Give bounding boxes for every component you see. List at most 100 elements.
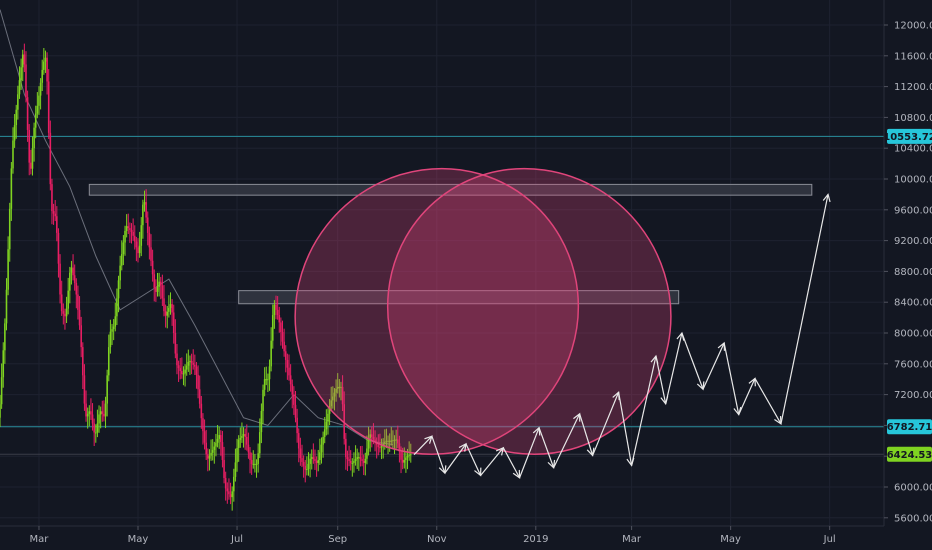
candle-body [226, 488, 229, 492]
candle-body [69, 272, 71, 291]
candle-body [250, 460, 253, 464]
candle-body [349, 461, 352, 463]
candle-body [296, 417, 298, 434]
candle-body [403, 460, 406, 463]
candle-body [358, 457, 360, 459]
candle-body [255, 463, 258, 465]
price-tick-label: 9600.00 [894, 205, 932, 216]
candle-body [304, 465, 307, 470]
candle-body [25, 64, 27, 98]
price-series [0, 43, 412, 511]
candle-body [301, 458, 303, 462]
price-tick-label: 7200.00 [894, 390, 932, 401]
candle-body [62, 311, 65, 314]
candle-body [187, 361, 190, 366]
candle-body [271, 315, 274, 341]
candle-body [0, 377, 3, 405]
projection-segment [465, 443, 482, 476]
candle-body [356, 457, 358, 460]
candle-body [127, 226, 130, 229]
candle-body [310, 457, 313, 459]
candle-body [148, 232, 151, 248]
candle-body [353, 461, 355, 463]
time-tick-label: Jul [230, 534, 243, 545]
candle-body [47, 81, 50, 133]
candle-body [176, 353, 178, 366]
candle-body [281, 332, 284, 342]
candle-body [83, 375, 86, 404]
candle-body [283, 341, 285, 352]
candle-body [20, 67, 22, 81]
projection-arrowhead [822, 193, 831, 203]
projection-segment [480, 447, 504, 476]
candle-body [10, 168, 13, 209]
candle-body [133, 235, 136, 242]
price-tick-label: 10000.00 [894, 175, 932, 186]
candle-body [78, 309, 81, 326]
candle-body [86, 413, 89, 417]
candle-body [205, 442, 207, 455]
candle-body [315, 461, 318, 463]
candle-body [263, 379, 266, 390]
candle-body [244, 434, 246, 437]
candle-body [38, 95, 40, 106]
candle-body [336, 386, 339, 389]
candle-body [362, 461, 365, 463]
candle-body [408, 454, 410, 456]
projection-segment [631, 355, 657, 466]
candle-body [306, 469, 308, 471]
projection-segment [592, 392, 620, 456]
candle-body [88, 411, 91, 414]
candle-body [119, 265, 121, 281]
resistance-zone [238, 290, 680, 305]
candle-body [49, 132, 52, 185]
candle-body [72, 267, 74, 276]
candle-body [57, 232, 60, 264]
candle-body [383, 441, 386, 444]
candle-body [284, 351, 287, 360]
candle-body [28, 129, 31, 163]
projection-segment [431, 435, 446, 474]
time-tick-label: Jul [823, 534, 836, 545]
price-tick-label: 10800.00 [894, 113, 932, 124]
candle-body [291, 384, 294, 395]
candle-body [5, 289, 8, 324]
price-tag-background [887, 446, 932, 462]
candle-body [168, 307, 170, 312]
candle-body [338, 386, 341, 388]
candle-body [116, 298, 118, 317]
candle-body [18, 80, 21, 95]
candle-body [241, 435, 243, 438]
price-tick-label: 12000.00 [894, 21, 932, 32]
candle-body [140, 225, 143, 246]
candle-body [7, 249, 9, 290]
candle-body [129, 228, 131, 231]
candle-body [364, 458, 367, 463]
projection-segment [702, 342, 725, 390]
price-tag-background [887, 128, 932, 144]
candle-body [202, 418, 204, 432]
candle-body [332, 396, 334, 401]
candle-body [43, 61, 45, 70]
time-axis[interactable]: Mar May Jul Sep Nov 2019 Mar May Jul [30, 526, 836, 545]
projection-segment [444, 443, 467, 474]
time-tick-label: Mar [622, 534, 642, 545]
candle-body [99, 411, 102, 415]
candle-body [325, 421, 328, 430]
candle-body [36, 105, 39, 114]
candle-body [257, 453, 259, 464]
candle-body [348, 459, 350, 462]
candle-body [177, 365, 180, 369]
candle-body [135, 241, 138, 248]
candle-body [211, 449, 214, 453]
candle-body [181, 371, 183, 374]
candle-body [59, 263, 61, 295]
candle-body [161, 285, 164, 299]
candle-body [213, 446, 216, 450]
candle-body [372, 436, 375, 440]
candle-body [312, 457, 315, 460]
candle-body [112, 326, 115, 330]
candle-body [395, 439, 397, 441]
